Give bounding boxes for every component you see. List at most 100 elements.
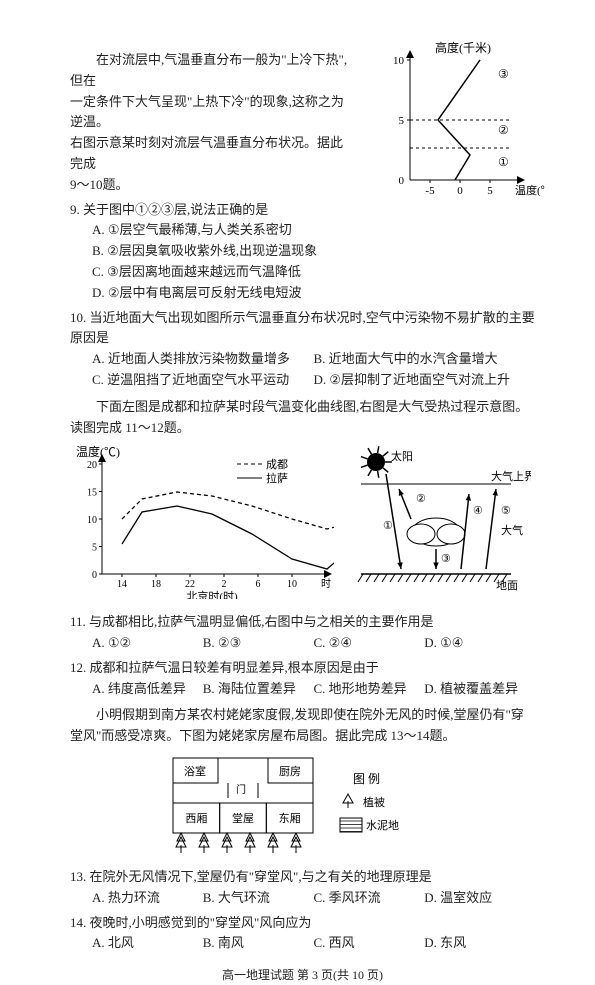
svg-text:③: ③ bbox=[498, 67, 509, 81]
svg-text:10: 10 bbox=[393, 55, 405, 67]
q11-opt-c: C. ②④ bbox=[314, 633, 425, 654]
intro-line: 9～10题。 bbox=[70, 175, 350, 196]
q13-stem: 13. 在院外无风情况下,堂屋仍有"穿堂风",与之有关的地理原理是 bbox=[70, 867, 535, 888]
question-11: 11. 与成都相比,拉萨气温明显偏低,右图中与之相关的主要作用是 A. ①② B… bbox=[70, 612, 535, 654]
svg-text:拉萨: 拉萨 bbox=[266, 471, 288, 485]
q10-opt-d: D. ②层抑制了近地面空气对流上升 bbox=[314, 370, 536, 391]
q10-opt-c: C. 逆温阻挡了近地面空气水平运动 bbox=[92, 370, 314, 391]
question-9: 9. 关于图中①②③层,说法正确的是 A. ①层空气最稀薄,与人类关系密切 B.… bbox=[70, 200, 535, 304]
q10-options: A. 近地面人类排放污染物数量增多 B. 近地面大气中的水汽含量增大 C. 逆温… bbox=[70, 349, 535, 391]
svg-text:10: 10 bbox=[287, 579, 297, 590]
svg-text:5: 5 bbox=[92, 543, 97, 554]
q13-opt-b: B. 大气环流 bbox=[203, 888, 314, 909]
intro-text-2: 下面左图是成都和拉萨某时段气温变化曲线图,右图是大气受热过程示意图。读图完成 1… bbox=[70, 397, 535, 439]
svg-text:水泥地: 水泥地 bbox=[366, 819, 399, 832]
q14-opt-b: B. 南风 bbox=[203, 933, 314, 954]
intro-text-3: 小明假期到南方某农村姥姥家度假,发现即使在院外无风的时候,堂屋仍有"穿堂风"而感… bbox=[70, 705, 535, 747]
svg-text:图 例: 图 例 bbox=[353, 772, 380, 786]
q12-opt-d: D. 植被覆盖差异 bbox=[424, 679, 535, 700]
svg-text:高度(千米): 高度(千米) bbox=[435, 40, 491, 55]
svg-text:大气: 大气 bbox=[501, 523, 523, 537]
svg-text:④: ④ bbox=[473, 505, 483, 517]
svg-text:18: 18 bbox=[151, 579, 161, 590]
temp-curve-chart: 温度(℃)051015201418222610时北京时(时)成都拉萨 bbox=[74, 444, 334, 606]
q9-opt-a: A. ①层空气最稀薄,与人类关系密切 bbox=[92, 220, 535, 241]
svg-text:20: 20 bbox=[87, 460, 97, 471]
question-10: 10. 当近地面大气出现如图所示气温垂直分布状况时,空气中污染物不易扩散的主要原… bbox=[70, 308, 535, 391]
svg-text:②: ② bbox=[498, 123, 509, 137]
q11-opt-b: B. ②③ bbox=[203, 633, 314, 654]
svg-text:地面: 地面 bbox=[496, 579, 518, 592]
q10-opt-b: B. 近地面大气中的水汽含量增大 bbox=[314, 349, 536, 370]
svg-text:10: 10 bbox=[87, 515, 97, 526]
q9-opt-b: B. ②层因臭氧吸收紫外线,出现逆温现象 bbox=[92, 241, 535, 262]
q13-opt-d: D. 温室效应 bbox=[424, 888, 535, 909]
svg-text:0: 0 bbox=[399, 175, 405, 187]
svg-text:北京时(时): 北京时(时) bbox=[186, 589, 238, 599]
svg-text:2: 2 bbox=[221, 579, 226, 590]
q9-opt-c: C. ③层因离地面越来越远而气温降低 bbox=[92, 262, 535, 283]
q11-opt-d: D. ①④ bbox=[424, 633, 535, 654]
q11-opt-a: A. ①② bbox=[92, 633, 203, 654]
svg-text:0: 0 bbox=[92, 570, 97, 581]
svg-text:温度(℃): 温度(℃) bbox=[76, 444, 120, 459]
q11-options: A. ①② B. ②③ C. ②④ D. ①④ bbox=[70, 633, 535, 654]
svg-text:时: 时 bbox=[321, 578, 331, 590]
q9-opt-d: D. ②层中有电离层可反射无线电短波 bbox=[92, 283, 535, 304]
intro-line: 在对流层中,气温垂直分布一般为"上冷下热",但在 bbox=[70, 50, 350, 92]
svg-text:温度(℃): 温度(℃) bbox=[515, 183, 545, 197]
svg-text:大气上界: 大气上界 bbox=[491, 469, 531, 483]
house-layout-figure: 浴室 厨房门西厢 堂屋 东厢 图 例植被水泥地 bbox=[70, 753, 535, 863]
q12-opt-a: A. 纬度高低差异 bbox=[92, 679, 203, 700]
q14-opt-c: C. 西风 bbox=[314, 933, 425, 954]
q14-stem: 14. 夜晚时,小明感觉到的"穿堂风"风向应为 bbox=[70, 913, 535, 934]
svg-text:堂屋: 堂屋 bbox=[232, 812, 254, 825]
svg-text:植被: 植被 bbox=[363, 795, 385, 809]
q12-options: A. 纬度高低差异 B. 海陆位置差异 C. 地形地势差异 D. 植被覆盖差异 bbox=[70, 679, 535, 700]
q10-stem: 10. 当近地面大气出现如图所示气温垂直分布状况时,空气中污染物不易扩散的主要原… bbox=[70, 308, 535, 350]
svg-text:-5: -5 bbox=[425, 185, 435, 197]
svg-text:14: 14 bbox=[117, 579, 127, 590]
svg-text:厨房: 厨房 bbox=[279, 765, 301, 778]
q13-options: A. 热力环流 B. 大气环流 C. 季风环流 D. 温室效应 bbox=[70, 888, 535, 909]
intro-line: 一定条件下大气呈现"上热下冷"的现象,这称之为逆温。 bbox=[70, 92, 350, 134]
svg-text:③: ③ bbox=[441, 553, 451, 565]
svg-text:②: ② bbox=[416, 493, 426, 505]
svg-text:15: 15 bbox=[87, 488, 97, 499]
q14-opt-a: A. 北风 bbox=[92, 933, 203, 954]
altitude-temp-chart: 高度(千米) 10 5 0 -5 0 5 温度(℃) ③ ② ① bbox=[370, 40, 545, 207]
svg-text:⑤: ⑤ bbox=[501, 505, 511, 517]
svg-text:①: ① bbox=[498, 155, 509, 169]
q12-stem: 12. 成都和拉萨气温日较差有明显差异,根本原因是由于 bbox=[70, 658, 535, 679]
atmosphere-heat-diagram: 太阳大气上界地面 大气 ① ② ③ ④ ⑤ bbox=[341, 444, 531, 601]
q11-stem: 11. 与成都相比,拉萨气温明显偏低,右图中与之相关的主要作用是 bbox=[70, 612, 535, 633]
svg-text:浴室: 浴室 bbox=[184, 764, 206, 778]
svg-text:太阳: 太阳 bbox=[391, 450, 413, 463]
page-footer: 高一地理试题 第 3 页(共 10 页) bbox=[70, 966, 535, 985]
q12-opt-b: B. 海陆位置差异 bbox=[203, 679, 314, 700]
q13-opt-a: A. 热力环流 bbox=[92, 888, 203, 909]
svg-text:①: ① bbox=[383, 520, 393, 532]
svg-text:5: 5 bbox=[399, 115, 405, 127]
question-13: 13. 在院外无风情况下,堂屋仍有"穿堂风",与之有关的地理原理是 A. 热力环… bbox=[70, 867, 535, 909]
q9-options: A. ①层空气最稀薄,与人类关系密切 B. ②层因臭氧吸收紫外线,出现逆温现象 … bbox=[70, 220, 535, 303]
q13-opt-c: C. 季风环流 bbox=[314, 888, 425, 909]
q14-opt-d: D. 东风 bbox=[424, 933, 535, 954]
svg-text:22: 22 bbox=[185, 579, 195, 590]
svg-text:东厢: 东厢 bbox=[278, 812, 300, 825]
intro-block-1: 在对流层中,气温垂直分布一般为"上冷下热",但在 一定条件下大气呈现"上热下冷"… bbox=[70, 50, 535, 196]
figure-row-1: 温度(℃)051015201418222610时北京时(时)成都拉萨 太阳大气上… bbox=[70, 444, 535, 606]
question-14: 14. 夜晚时,小明感觉到的"穿堂风"风向应为 A. 北风 B. 南风 C. 西… bbox=[70, 913, 535, 955]
svg-text:西厢: 西厢 bbox=[185, 812, 207, 825]
svg-text:门: 门 bbox=[236, 783, 246, 796]
intro-line: 右图示意某时刻对流层气温垂直分布状况。据此完成 bbox=[70, 133, 350, 175]
svg-text:0: 0 bbox=[457, 185, 463, 197]
q14-options: A. 北风 B. 南风 C. 西风 D. 东风 bbox=[70, 933, 535, 954]
intro-text-1: 在对流层中,气温垂直分布一般为"上冷下热",但在 一定条件下大气呈现"上热下冷"… bbox=[70, 50, 350, 196]
svg-text:5: 5 bbox=[487, 185, 493, 197]
q10-opt-a: A. 近地面人类排放污染物数量增多 bbox=[92, 349, 314, 370]
svg-text:成都: 成都 bbox=[266, 458, 288, 471]
svg-text:6: 6 bbox=[255, 579, 260, 590]
question-12: 12. 成都和拉萨气温日较差有明显差异,根本原因是由于 A. 纬度高低差异 B.… bbox=[70, 658, 535, 700]
q12-opt-c: C. 地形地势差异 bbox=[314, 679, 425, 700]
